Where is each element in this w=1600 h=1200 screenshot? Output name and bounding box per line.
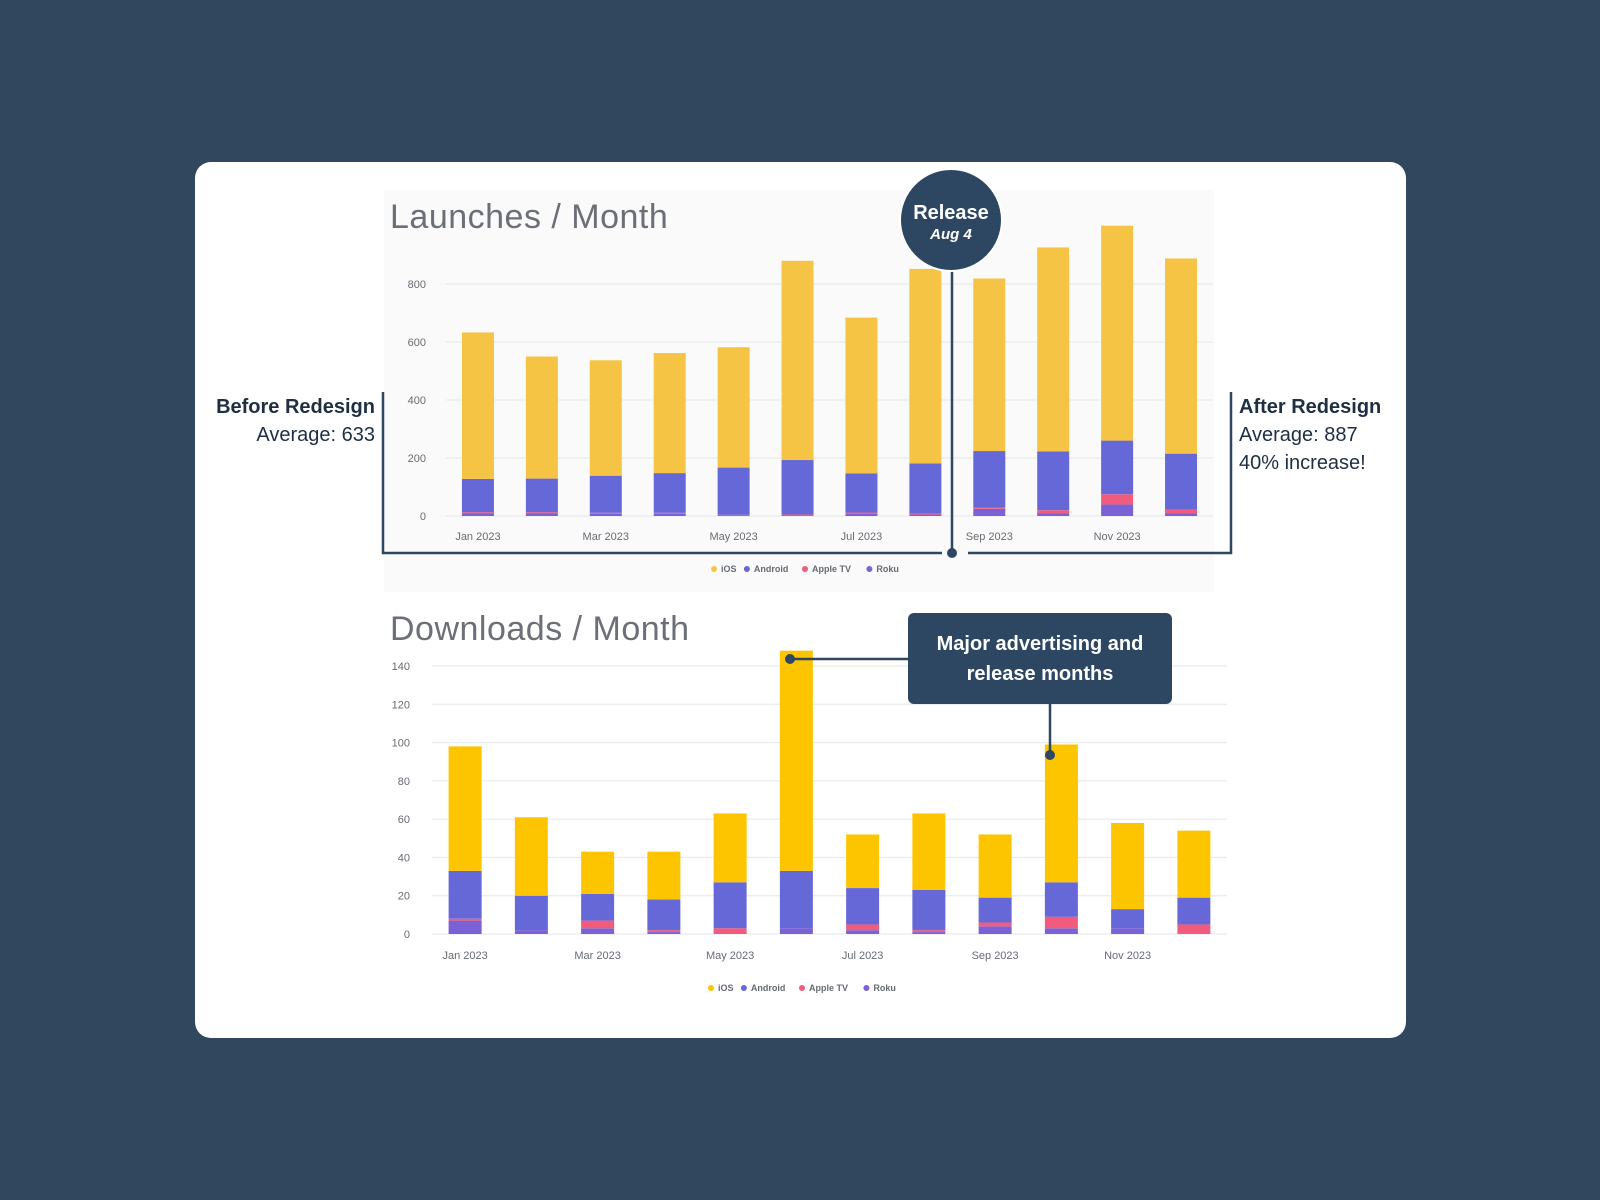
- downloads-x-tick-label: May 2023: [706, 950, 754, 962]
- downloads-bar-ios-aug-2023: [912, 813, 946, 890]
- after-average: Average: 887: [1239, 424, 1358, 446]
- downloads-bar-ios-nov-2023: [1111, 822, 1145, 910]
- before-heading: Before Redesign: [216, 396, 375, 418]
- downloads-bar-roku-oct-2023: [1044, 928, 1078, 934]
- launches-legend-marker-android: [743, 566, 750, 572]
- downloads-bar-apple-tv-may-2023: [713, 928, 747, 934]
- downloads-bar-roku-jan-2023: [448, 920, 482, 934]
- downloads-y-tick-label: 140: [392, 661, 410, 673]
- downloads-title: Downloads / Month: [390, 610, 690, 648]
- downloads-bar-android-oct-2023: [1044, 882, 1078, 917]
- downloads-bar-roku-aug-2023: [912, 932, 946, 934]
- downloads-bar-android-may-2023: [713, 882, 747, 929]
- downloads-y-tick-label: 0: [404, 929, 410, 941]
- downloads-y-tick-label: 20: [398, 891, 410, 903]
- downloads-y-tick-label: 40: [398, 852, 410, 864]
- downloads-legend-marker-ios: [708, 985, 714, 991]
- downloads-bar-android-aug-2023: [912, 889, 946, 931]
- downloads-legend-label-roku: Roku: [873, 983, 896, 993]
- downloads-bar-ios-feb-2023: [514, 817, 548, 896]
- downloads-x-tick-label: Jul 2023: [842, 950, 884, 962]
- downloads-bar-ios-oct-2023: [1044, 744, 1078, 883]
- after-heading: After Redesign: [1239, 396, 1382, 418]
- downloads-legend-label-android: Android: [751, 983, 786, 993]
- downloads-y-tick-label: 80: [398, 776, 410, 788]
- downloads-bar-ios-jun-2023: [779, 650, 813, 871]
- downloads-bar-ios-jan-2023: [448, 746, 482, 871]
- downloads-y-tick-label: 60: [398, 814, 410, 826]
- callout-line-1: Major advertising and: [936, 632, 1144, 655]
- advertising-callout: Major advertising and release months: [908, 613, 1172, 704]
- downloads-bar-ios-apr-2023: [647, 851, 681, 900]
- downloads-bar-apple-tv-oct-2023: [1044, 916, 1078, 929]
- downloads-legend-marker-roku: [863, 985, 870, 991]
- downloads-bar-android-dec-2023: [1177, 897, 1211, 925]
- downloads-bar-roku-nov-2023: [1111, 928, 1145, 934]
- downloads-y-tick-label: 120: [392, 699, 410, 711]
- downloads-x-tick-label: Nov 2023: [1104, 950, 1151, 962]
- callout-line-2: release months: [966, 662, 1114, 685]
- downloads-bar-roku-jul-2023: [846, 930, 880, 934]
- downloads-bar-roku-mar-2023: [581, 928, 615, 934]
- after-redesign-label: After Redesign Average: 887 40% increase…: [1239, 393, 1381, 477]
- downloads-legend-marker-android: [740, 985, 747, 991]
- before-redesign-label: Before Redesign Average: 633: [216, 393, 375, 449]
- downloads-bar-android-jul-2023: [846, 888, 880, 925]
- downloads-legend-label-ios: iOS: [718, 983, 734, 993]
- launches-legend-label-apple-tv: Apple TV: [812, 564, 851, 574]
- release-bubble: Release Aug 4: [899, 168, 1003, 272]
- release-date: Aug 4: [930, 226, 972, 243]
- launches-legend-marker-apple-tv: [802, 566, 808, 572]
- downloads-bar-android-sep-2023: [978, 897, 1012, 923]
- downloads-bar-apple-tv-apr-2023: [647, 930, 681, 933]
- launches-title: Launches / Month: [390, 198, 669, 236]
- downloads-bar-apple-tv-jul-2023: [846, 924, 880, 931]
- launches-legend-marker-roku: [866, 566, 873, 572]
- downloads-bar-apple-tv-mar-2023: [581, 920, 615, 929]
- downloads-x-tick-label: Mar 2023: [574, 950, 620, 962]
- downloads-legend-label-apple-tv: Apple TV: [809, 983, 848, 993]
- before-average: Average: 633: [256, 424, 375, 446]
- downloads-bar-ios-dec-2023: [1177, 830, 1211, 898]
- release-label: Release: [913, 202, 989, 224]
- downloads-bar-apple-tv-dec-2023: [1177, 924, 1211, 934]
- after-increase: 40% increase!: [1239, 452, 1366, 474]
- launches-y-tick-label: 800: [408, 279, 426, 291]
- launches-legend-marker-ios: [711, 566, 717, 572]
- downloads-legend-marker-apple-tv: [799, 985, 805, 991]
- launches-legend-label-android: Android: [754, 564, 789, 574]
- downloads-x-tick-label: Jan 2023: [442, 950, 487, 962]
- launches-y-tick-label: 600: [408, 337, 426, 349]
- downloads-bar-roku-apr-2023: [647, 932, 681, 934]
- downloads-bar-apple-tv-jan-2023: [448, 918, 482, 921]
- downloads-bar-android-jun-2023: [779, 870, 813, 929]
- downloads-bar-android-apr-2023: [647, 899, 681, 931]
- downloads-bar-ios-sep-2023: [978, 834, 1012, 898]
- downloads-bar-apple-tv-aug-2023: [912, 930, 946, 933]
- downloads-bar-android-feb-2023: [514, 895, 548, 931]
- downloads-bar-ios-may-2023: [713, 813, 747, 883]
- launches-legend-label-ios: iOS: [721, 564, 737, 574]
- downloads-bar-ios-mar-2023: [581, 851, 615, 894]
- downloads-bar-roku-sep-2023: [978, 926, 1012, 934]
- downloads-y-tick-label: 100: [392, 738, 410, 750]
- downloads-bar-roku-feb-2023: [514, 930, 548, 934]
- downloads-bar-android-jan-2023: [448, 870, 482, 919]
- downloads-bar-android-nov-2023: [1111, 909, 1145, 929]
- downloads-x-tick-label: Sep 2023: [972, 950, 1019, 962]
- downloads-bar-android-mar-2023: [581, 893, 615, 921]
- launches-legend-label-roku: Roku: [876, 564, 899, 574]
- downloads-bar-ios-jul-2023: [846, 834, 880, 889]
- downloads-bar-roku-jun-2023: [779, 928, 813, 934]
- downloads-bar-apple-tv-sep-2023: [978, 922, 1012, 927]
